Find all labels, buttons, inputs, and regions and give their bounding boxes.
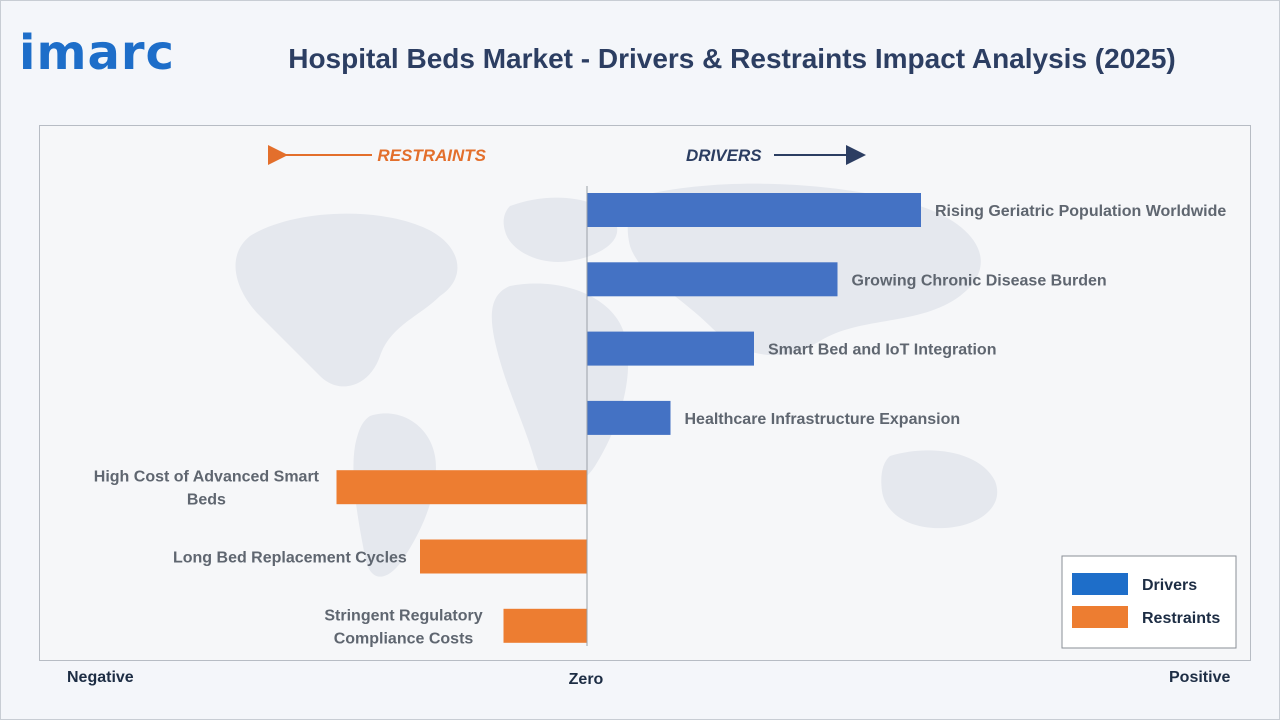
bar-label: Healthcare Infrastructure Expansion bbox=[685, 411, 961, 428]
legend-box bbox=[1061, 555, 1237, 649]
legend-label-drivers: Drivers bbox=[1142, 577, 1197, 594]
axis-label-zero: Zero bbox=[568, 671, 604, 688]
legend-swatch-restraints bbox=[1072, 606, 1128, 628]
bar-high-cost-of-advanced-smart-beds bbox=[336, 470, 587, 505]
drivers-label: DRIVERS bbox=[686, 146, 762, 165]
bar-label: Growing Chronic Disease Burden bbox=[852, 272, 1107, 289]
bar-smart-bed-and-iot-integration bbox=[587, 331, 754, 366]
imarc-logo: imarc bbox=[19, 25, 175, 81]
legend: Drivers Restraints bbox=[1061, 555, 1237, 649]
bar-growing-chronic-disease-burden bbox=[587, 262, 838, 297]
legend-swatch-drivers bbox=[1072, 573, 1128, 595]
legend-label-restraints: Restraints bbox=[1142, 610, 1220, 627]
plot-area: RESTRAINTS DRIVERS Rising Geriatric Popu… bbox=[39, 125, 1251, 661]
axis-label-positive: Positive bbox=[1169, 669, 1231, 686]
chart-svg: RESTRAINTS DRIVERS Rising Geriatric Popu… bbox=[94, 145, 1237, 649]
axis-label-negative: Negative bbox=[67, 669, 134, 686]
bar-label: Stringent Regulatory Compliance Costs bbox=[324, 607, 482, 647]
bar-long-bed-replacement-cycles bbox=[420, 539, 587, 574]
bar-rising-geriatric-population-worldwide bbox=[587, 193, 921, 227]
bar-label: High Cost of Advanced Smart Beds bbox=[94, 469, 320, 509]
restraints-label: RESTRAINTS bbox=[377, 146, 486, 165]
bar-label: Smart Bed and IoT Integration bbox=[768, 342, 996, 359]
bar-label: Long Bed Replacement Cycles bbox=[173, 550, 407, 567]
chart-title: Hospital Beds Market - Drivers & Restrai… bbox=[288, 43, 1176, 74]
bar-label: Rising Geriatric Population Worldwide bbox=[935, 203, 1226, 220]
bar-healthcare-infrastructure-expansion bbox=[587, 400, 671, 435]
bar-stringent-regulatory-compliance-costs bbox=[503, 608, 587, 643]
world-map-watermark bbox=[235, 183, 998, 577]
